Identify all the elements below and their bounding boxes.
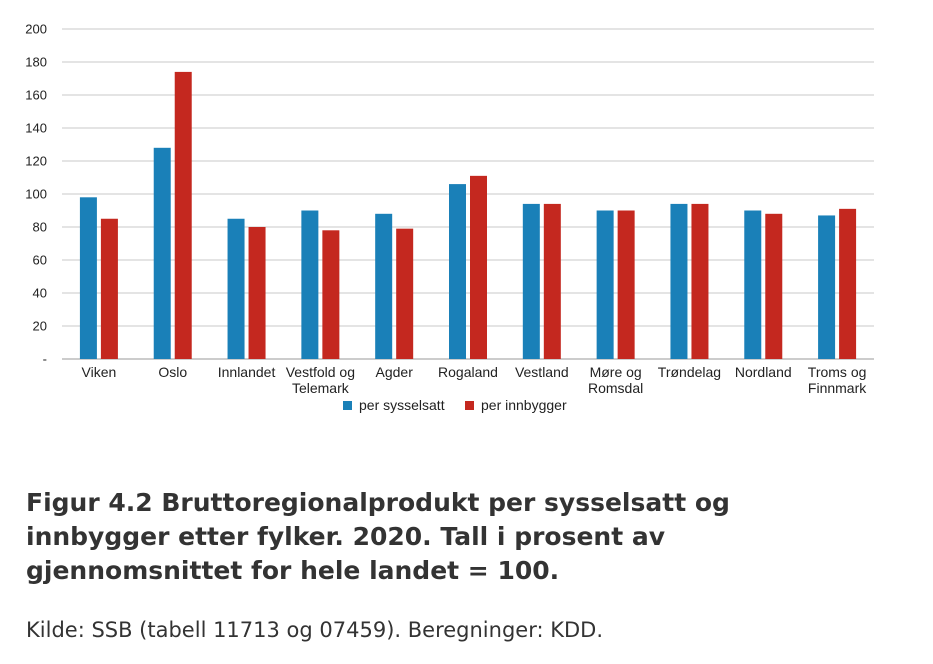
bar [227, 218, 245, 359]
y-tick-label: - [43, 352, 47, 367]
x-tick-label: Romsdal [588, 380, 643, 396]
x-tick-label: Rogaland [438, 364, 498, 380]
x-tick-label: Trøndelag [658, 364, 721, 380]
y-tick-label: 40 [33, 286, 47, 301]
x-tick-label: Telemark [292, 380, 350, 396]
legend-label: per innbygger [481, 397, 567, 413]
y-tick-label: 20 [33, 319, 47, 334]
bar [617, 210, 635, 359]
x-tick-label: Troms og [808, 364, 867, 380]
x-tick-label: Vestfold og [286, 364, 355, 380]
bar [396, 228, 414, 359]
bar [79, 197, 97, 359]
y-tick-label: 160 [25, 88, 47, 103]
bar [301, 210, 319, 359]
y-tick-label: 60 [33, 253, 47, 268]
x-tick-label: Vestland [515, 364, 569, 380]
x-tick-label: Innlandet [218, 364, 276, 380]
y-tick-label: 80 [33, 220, 47, 235]
x-tick-label: Nordland [735, 364, 792, 380]
x-tick-label: Agder [376, 364, 414, 380]
bar [691, 203, 709, 359]
bar-chart: - 20 40 60 80 100 120 140 160 180 200 Viken Oslo Innl… [25, 22, 874, 413]
bar [248, 227, 266, 359]
bar [153, 147, 171, 359]
y-tick-label: 100 [25, 187, 47, 202]
y-tick-label: 140 [25, 121, 47, 136]
figure-caption: Figur 4.2 Bruttoregionalprodukt per syss… [26, 488, 730, 585]
y-tick-label: 120 [25, 154, 47, 169]
bar [449, 184, 466, 359]
source-note: Kilde: SSB (tabell 11713 og 07459). Bere… [26, 618, 604, 642]
bar [522, 203, 540, 359]
bar [839, 208, 857, 359]
bar [744, 210, 762, 359]
x-tick-label: Finnmark [808, 380, 867, 396]
bar [818, 215, 836, 359]
bar [596, 210, 614, 359]
y-tick-label: 180 [25, 55, 47, 70]
legend-swatch [465, 401, 474, 410]
bar [470, 175, 487, 359]
bar [670, 203, 688, 359]
bar [543, 203, 561, 359]
x-tick-label: Viken [82, 364, 117, 380]
bar [322, 230, 340, 359]
legend-swatch [343, 401, 352, 410]
bar [174, 71, 192, 360]
bar [375, 213, 393, 359]
x-tick-label: Oslo [158, 364, 187, 380]
bar [765, 213, 783, 359]
x-tick-label: Møre og [590, 364, 642, 380]
legend-label: per sysselsatt [359, 397, 445, 413]
bar [100, 218, 118, 359]
y-tick-label: 200 [25, 22, 47, 37]
